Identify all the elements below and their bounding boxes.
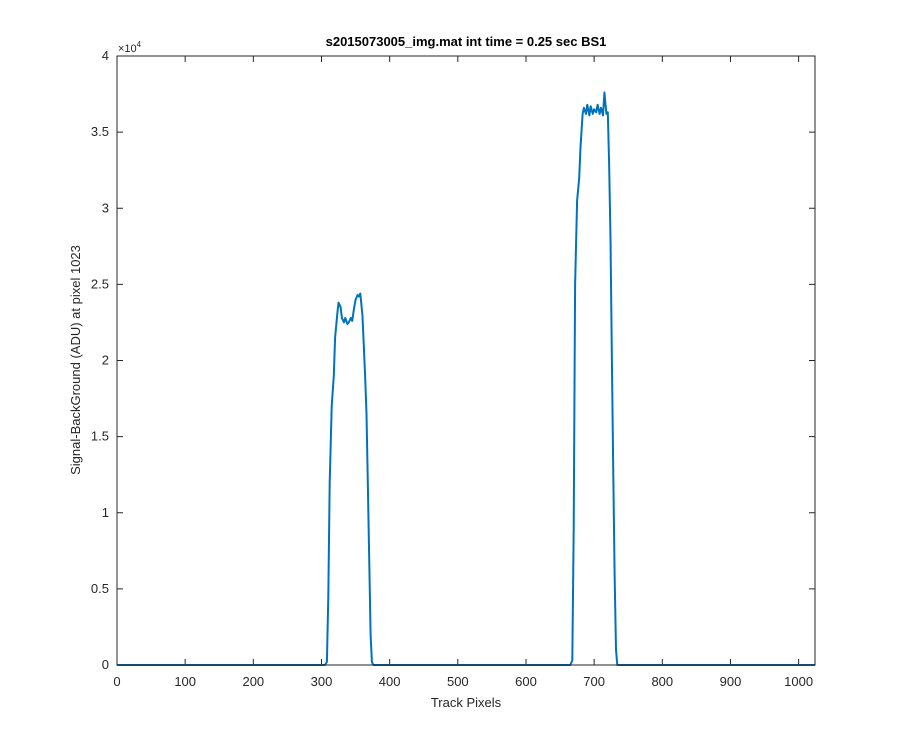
x-tick-label: 900 bbox=[720, 674, 742, 689]
y-tick-label: 3 bbox=[102, 200, 109, 215]
y-tick-label: 0 bbox=[102, 657, 109, 672]
y-tick-label: 3.5 bbox=[91, 124, 109, 139]
y-exponent-label: ×104 bbox=[118, 40, 142, 55]
x-tick-label: 0 bbox=[113, 674, 120, 689]
y-exponent-power: 4 bbox=[137, 40, 142, 49]
y-tick-label: 2 bbox=[102, 353, 109, 368]
x-tick-label: 500 bbox=[447, 674, 469, 689]
y-tick-label: 1 bbox=[102, 505, 109, 520]
x-tick-label: 400 bbox=[379, 674, 401, 689]
chart-title: s2015073005_img.mat int time = 0.25 sec … bbox=[326, 34, 607, 49]
y-exponent-base: ×10 bbox=[118, 43, 137, 55]
x-axis-label: Track Pixels bbox=[431, 695, 502, 710]
x-tick-label: 100 bbox=[174, 674, 196, 689]
x-tick-label: 700 bbox=[583, 674, 605, 689]
y-axis-label: Signal-BackGround (ADU) at pixel 1023 bbox=[68, 245, 83, 475]
x-tick-label: 800 bbox=[651, 674, 673, 689]
x-tick-label: 200 bbox=[242, 674, 264, 689]
y-tick-label: 0.5 bbox=[91, 581, 109, 596]
x-tick-label: 1000 bbox=[784, 674, 813, 689]
x-tick-label: 300 bbox=[311, 674, 333, 689]
ticks-group: 0 100 200 300 400 500 600 700 800 900 1000 0 0.5 1 1.5… bbox=[91, 48, 815, 689]
axes-box bbox=[116, 55, 816, 666]
x-tick-label: 600 bbox=[515, 674, 537, 689]
y-tick-label: 4 bbox=[102, 48, 109, 63]
y-tick-label: 1.5 bbox=[91, 429, 109, 444]
axes-background bbox=[117, 56, 815, 665]
y-tick-label: 2.5 bbox=[91, 276, 109, 291]
